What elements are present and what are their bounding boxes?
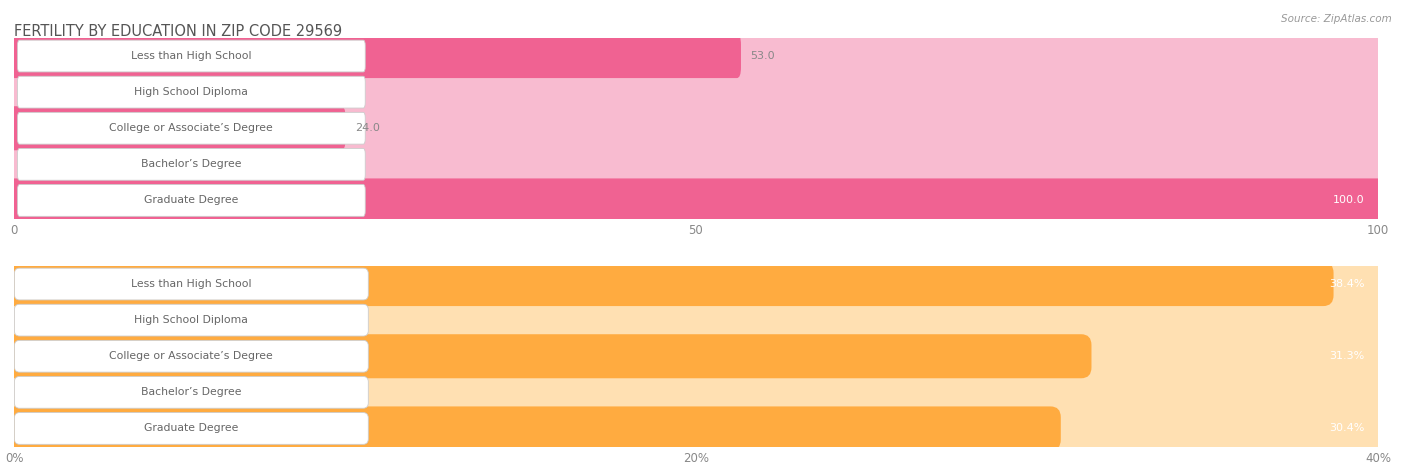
FancyBboxPatch shape <box>17 149 366 180</box>
Text: Less than High School: Less than High School <box>131 51 252 61</box>
FancyBboxPatch shape <box>4 407 1388 450</box>
Text: 31.3%: 31.3% <box>1329 351 1364 361</box>
FancyBboxPatch shape <box>17 40 366 72</box>
FancyBboxPatch shape <box>10 179 1382 222</box>
FancyBboxPatch shape <box>14 268 368 300</box>
Text: Less than High School: Less than High School <box>131 279 252 289</box>
FancyBboxPatch shape <box>14 182 1378 218</box>
FancyBboxPatch shape <box>17 113 366 144</box>
FancyBboxPatch shape <box>4 370 1388 414</box>
Text: College or Associate’s Degree: College or Associate’s Degree <box>110 351 273 361</box>
Text: High School Diploma: High School Diploma <box>135 315 249 325</box>
Text: Graduate Degree: Graduate Degree <box>145 423 239 434</box>
Text: Source: ZipAtlas.com: Source: ZipAtlas.com <box>1281 14 1392 24</box>
FancyBboxPatch shape <box>4 407 1060 450</box>
FancyBboxPatch shape <box>10 106 1382 150</box>
Text: 53.0: 53.0 <box>751 51 775 61</box>
FancyBboxPatch shape <box>14 146 1378 182</box>
FancyBboxPatch shape <box>17 185 366 216</box>
FancyBboxPatch shape <box>10 106 346 150</box>
Text: High School Diploma: High School Diploma <box>135 87 249 97</box>
Text: FERTILITY BY EDUCATION IN ZIP CODE 29569: FERTILITY BY EDUCATION IN ZIP CODE 29569 <box>14 24 342 39</box>
FancyBboxPatch shape <box>10 142 1382 186</box>
FancyBboxPatch shape <box>14 304 368 336</box>
FancyBboxPatch shape <box>10 34 1382 78</box>
FancyBboxPatch shape <box>14 341 368 372</box>
FancyBboxPatch shape <box>14 302 1378 338</box>
FancyBboxPatch shape <box>4 334 1388 378</box>
Text: Bachelor’s Degree: Bachelor’s Degree <box>141 159 242 170</box>
FancyBboxPatch shape <box>4 262 1388 306</box>
FancyBboxPatch shape <box>14 38 1378 74</box>
FancyBboxPatch shape <box>17 76 366 108</box>
Text: 100.0: 100.0 <box>1333 195 1364 206</box>
FancyBboxPatch shape <box>4 262 1333 306</box>
FancyBboxPatch shape <box>10 70 1382 114</box>
FancyBboxPatch shape <box>14 374 1378 410</box>
Text: 24.0: 24.0 <box>354 123 380 133</box>
Text: Bachelor’s Degree: Bachelor’s Degree <box>141 387 242 398</box>
Text: College or Associate’s Degree: College or Associate’s Degree <box>110 123 273 133</box>
FancyBboxPatch shape <box>4 298 1388 342</box>
FancyBboxPatch shape <box>4 334 1091 378</box>
FancyBboxPatch shape <box>14 377 368 408</box>
FancyBboxPatch shape <box>14 74 1378 110</box>
Text: Graduate Degree: Graduate Degree <box>145 195 239 206</box>
FancyBboxPatch shape <box>10 179 1382 222</box>
FancyBboxPatch shape <box>14 338 1378 374</box>
FancyBboxPatch shape <box>14 413 368 444</box>
FancyBboxPatch shape <box>14 266 1378 302</box>
Text: 30.4%: 30.4% <box>1329 423 1364 434</box>
FancyBboxPatch shape <box>14 110 1378 146</box>
FancyBboxPatch shape <box>14 410 1378 446</box>
Text: 38.4%: 38.4% <box>1329 279 1364 289</box>
FancyBboxPatch shape <box>10 34 741 78</box>
